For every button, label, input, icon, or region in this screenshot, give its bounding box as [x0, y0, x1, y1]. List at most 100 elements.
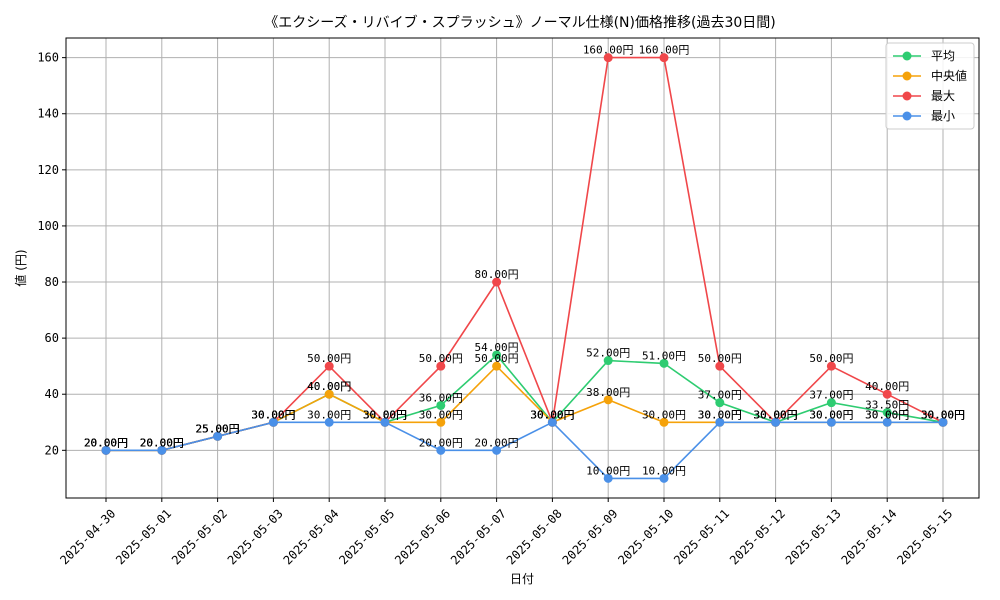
legend-box	[885, 42, 975, 130]
data-point	[436, 445, 446, 455]
data-point	[882, 417, 892, 427]
data-label: 30.00円	[921, 408, 965, 421]
data-point	[659, 358, 669, 368]
data-point	[882, 407, 892, 417]
x-tick-label: 2025-05-11	[671, 506, 732, 567]
x-tick-label: 2025-05-10	[615, 506, 676, 567]
data-label: 20.00円	[84, 436, 128, 449]
data-point	[213, 431, 223, 441]
x-tick-label: 2025-05-06	[392, 506, 453, 567]
x-tick-label: 2025-05-12	[727, 506, 788, 567]
legend-marker	[902, 91, 912, 101]
series-line	[106, 421, 943, 480]
data-label: 80.00円	[475, 268, 519, 281]
data-point	[603, 473, 613, 483]
data-label: 30.00円	[251, 408, 295, 421]
data-point	[659, 53, 669, 63]
legend-label: 最小	[931, 109, 955, 123]
plot-frame	[65, 37, 980, 499]
y-tick-label: 20	[45, 443, 59, 457]
data-point	[826, 398, 836, 408]
x-tick-label: 2025-04-30	[57, 506, 118, 567]
data-label: 30.00円	[363, 408, 407, 421]
legend-marker	[902, 111, 912, 121]
data-point	[603, 53, 613, 63]
y-tick-label: 100	[37, 219, 59, 233]
data-label: 30.00円	[251, 408, 295, 421]
data-label: 20.00円	[84, 436, 128, 449]
data-point	[268, 417, 278, 427]
data-point	[659, 473, 669, 483]
data-point	[380, 417, 390, 427]
data-label: 20.00円	[419, 436, 463, 449]
data-label: 30.00円	[754, 408, 798, 421]
data-point	[715, 398, 725, 408]
data-label: 37.00円	[698, 389, 742, 402]
y-tick-label: 60	[45, 331, 59, 345]
data-label: 30.00円	[698, 408, 742, 421]
data-label: 38.00円	[586, 386, 630, 399]
data-point	[492, 361, 502, 371]
data-label: 30.00円	[865, 408, 909, 421]
data-label: 20.00円	[140, 436, 184, 449]
data-label: 50.00円	[809, 352, 853, 365]
data-label: 30.00円	[530, 408, 574, 421]
data-label: 40.00円	[307, 380, 351, 393]
y-axis-label: 値 (円)	[13, 249, 28, 286]
data-label: 40.00円	[307, 380, 351, 393]
legend-label: 平均	[931, 49, 955, 63]
data-label: 30.00円	[921, 408, 965, 421]
data-label: 52.00円	[586, 347, 630, 360]
data-label: 30.00円	[921, 408, 965, 421]
data-label: 30.00円	[363, 408, 407, 421]
data-label: 25.00円	[196, 422, 240, 435]
data-label: 40.00円	[865, 380, 909, 393]
data-label: 36.00円	[419, 391, 463, 404]
data-label: 20.00円	[475, 436, 519, 449]
x-axis-label: 日付	[510, 572, 534, 586]
data-point	[715, 361, 725, 371]
data-label: 30.00円	[754, 408, 798, 421]
data-label: 30.00円	[251, 408, 295, 421]
data-label: 20.00円	[84, 436, 128, 449]
data-point	[436, 361, 446, 371]
data-label: 10.00円	[586, 464, 630, 477]
data-label: 30.00円	[921, 408, 965, 421]
data-label: 50.00円	[698, 352, 742, 365]
data-point	[101, 445, 111, 455]
data-point	[492, 277, 502, 287]
data-point	[324, 389, 334, 399]
data-label: 54.00円	[475, 341, 519, 354]
x-tick-label: 2025-05-01	[113, 506, 174, 567]
data-label: 30.00円	[642, 408, 686, 421]
legend-marker	[902, 71, 912, 81]
data-label: 160.00円	[639, 44, 690, 57]
data-point	[938, 417, 948, 427]
x-tick-label: 2025-05-15	[894, 506, 955, 567]
data-point	[324, 361, 334, 371]
data-point	[492, 445, 502, 455]
data-point	[324, 417, 334, 427]
data-point	[436, 417, 446, 427]
y-tick-label: 120	[37, 163, 59, 177]
data-label: 30.00円	[809, 408, 853, 421]
data-label: 33.50円	[865, 398, 909, 411]
data-label: 30.00円	[530, 408, 574, 421]
data-label: 30.00円	[363, 408, 407, 421]
data-point	[603, 395, 613, 405]
data-label: 30.00円	[698, 408, 742, 421]
data-label: 50.00円	[419, 352, 463, 365]
data-label: 50.00円	[307, 352, 351, 365]
data-point	[715, 417, 725, 427]
chart-title: 《エクシーズ・リバイブ・スプラッシュ》ノーマル仕様(N)価格推移(過去30日間)	[264, 14, 775, 31]
data-label: 10.00円	[642, 464, 686, 477]
y-tick-label: 140	[37, 107, 59, 121]
x-tick-label: 2025-05-13	[783, 506, 844, 567]
x-tick-label: 2025-05-09	[560, 506, 621, 567]
data-point	[771, 417, 781, 427]
data-label: 51.00円	[642, 349, 686, 362]
data-point	[826, 361, 836, 371]
data-label: 30.00円	[809, 408, 853, 421]
